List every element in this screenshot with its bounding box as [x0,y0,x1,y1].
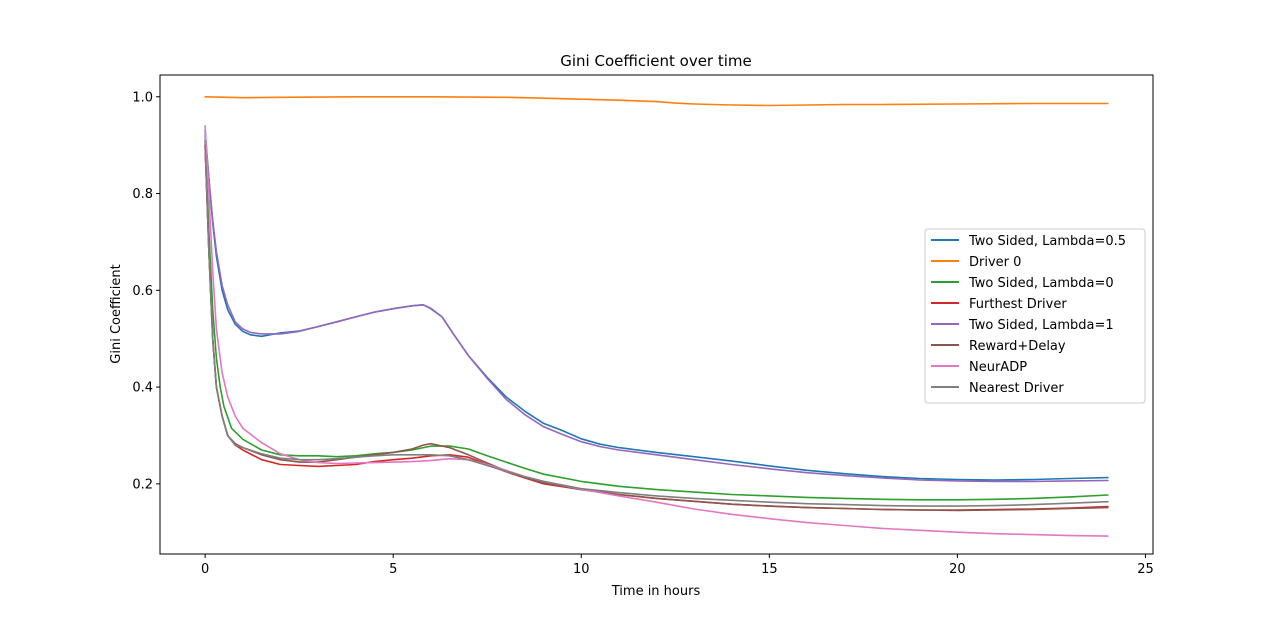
legend-label-5: Reward+Delay [969,339,1066,354]
legend-label-7: Nearest Driver [969,381,1064,396]
plot-frame [159,74,1154,555]
x-tick-label: 25 [1137,562,1154,577]
legend-label-6: NeurADP [969,360,1027,375]
series-line-7 [204,144,1109,507]
y-tick-label: 0.4 [132,381,153,396]
x-tick-label: 10 [573,562,590,577]
chart-title: Gini Coefficient over time [560,52,752,70]
legend: Two Sided, Lambda=0.5 Driver 0 Two Sided, … [924,228,1146,404]
axis-ticks: 0 5 10 15 20 25 0.2 0.4 0.6 0.8 1.0 [132,90,1153,577]
legend-label-4: Two Sided, Lambda=1 [968,318,1114,333]
legend-label-3: Furthest Driver [969,297,1067,312]
series-line-1 [204,96,1109,107]
series-line-4 [204,134,1109,483]
x-tick-label: 5 [389,562,397,577]
x-tick-label: 0 [201,562,209,577]
legend-label-0: Two Sided, Lambda=0.5 [968,234,1126,249]
x-tick-label: 20 [949,562,966,577]
legend-label-1: Driver 0 [969,255,1021,270]
y-tick-label: 1.0 [132,90,153,105]
legend-label-2: Two Sided, Lambda=0 [968,276,1114,291]
legend-box [924,228,1146,404]
x-axis-label: Time in hours [611,584,701,599]
y-tick-label: 0.6 [132,284,153,299]
y-tick-label: 0.8 [132,187,153,202]
y-tick-label: 0.2 [132,477,153,492]
series-line-2 [204,139,1109,501]
series-layer [204,96,1109,537]
y-axis-label: Gini Coefficient [109,264,124,363]
x-tick-label: 15 [761,562,778,577]
